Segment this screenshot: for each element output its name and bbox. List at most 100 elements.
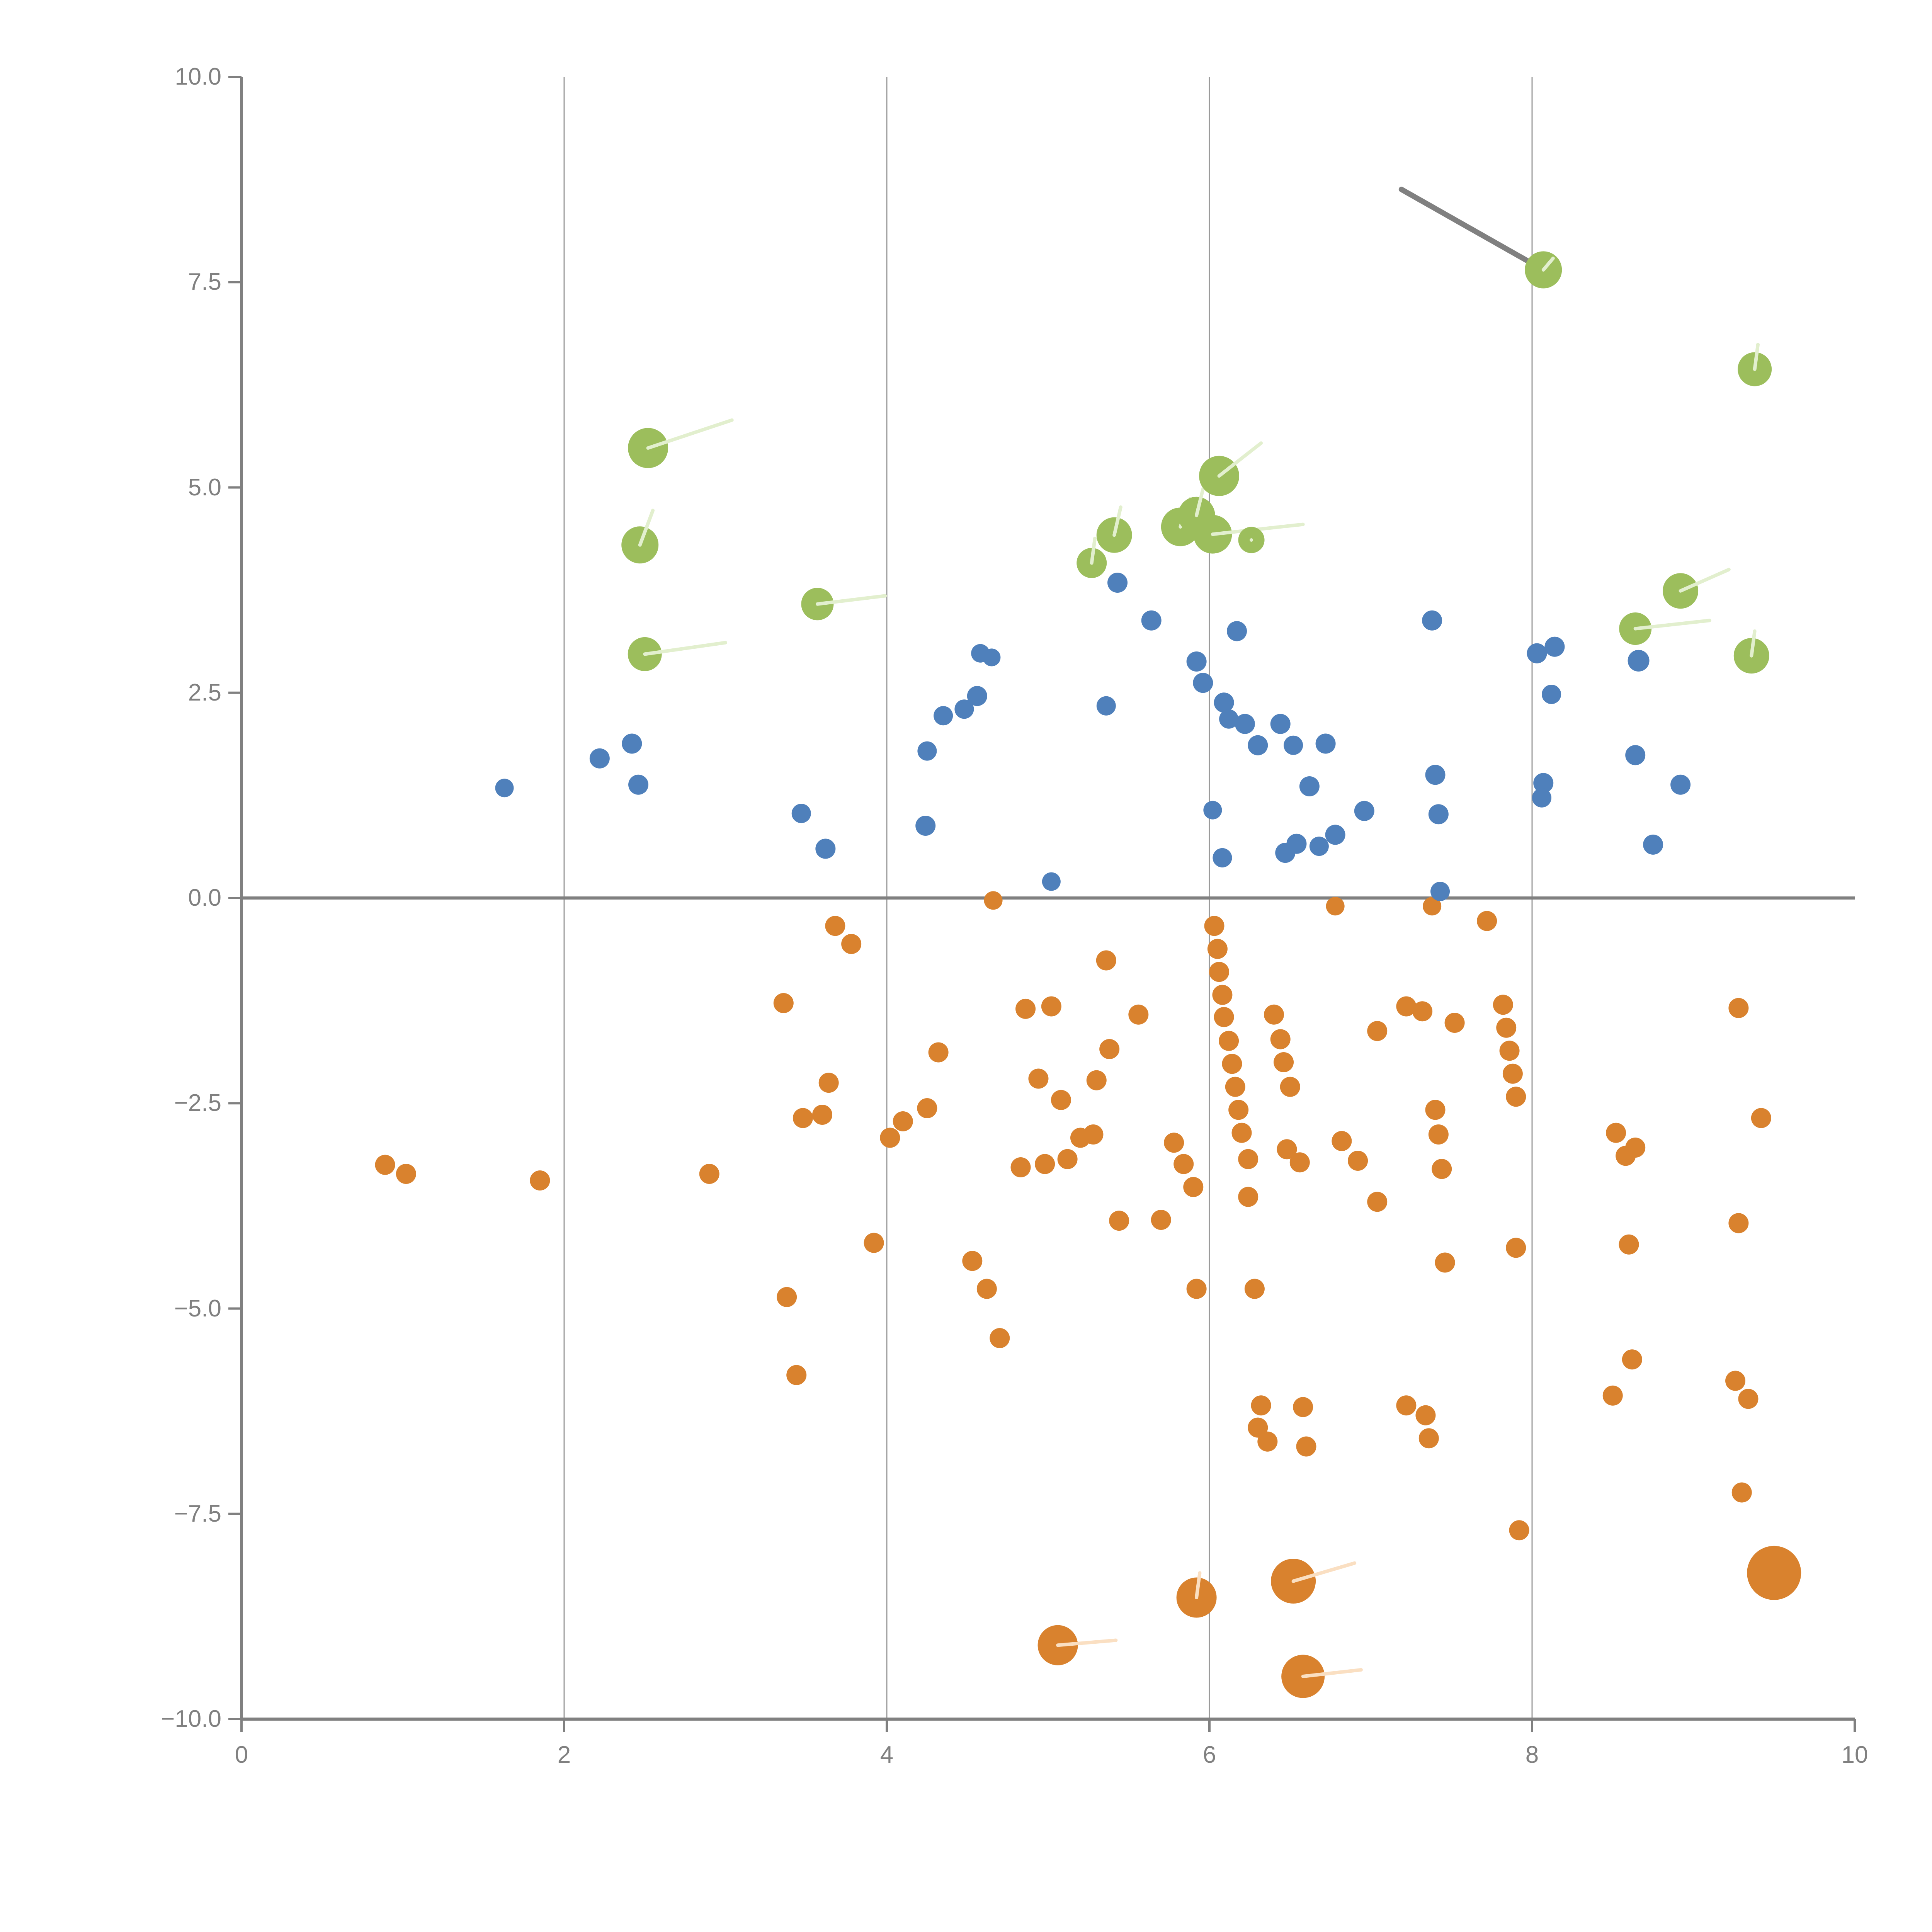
data-point-orange-10[interactable] xyxy=(825,916,845,936)
data-point-blue-6[interactable] xyxy=(915,816,936,836)
data-point-orange-85[interactable] xyxy=(1506,1087,1526,1107)
data-point-orange-30[interactable] xyxy=(1086,1070,1107,1090)
data-point-orange-97[interactable] xyxy=(1725,1371,1746,1391)
data-point-orange-21[interactable] xyxy=(1010,1157,1031,1177)
data-point-orange-4[interactable] xyxy=(773,993,794,1013)
data-point-orange-95[interactable] xyxy=(1751,1108,1771,1128)
data-point-orange-42[interactable] xyxy=(1209,962,1230,982)
data-point-blue-38[interactable] xyxy=(1430,882,1450,901)
data-point-blue-16[interactable] xyxy=(1141,610,1162,631)
data-point-orange-49[interactable] xyxy=(1231,1122,1252,1143)
data-point-blue-21[interactable] xyxy=(1214,692,1234,713)
data-point-blue-19[interactable] xyxy=(1203,801,1222,820)
data-point-orange-35[interactable] xyxy=(1151,1210,1171,1230)
data-point-orange-57[interactable] xyxy=(1270,1029,1291,1049)
data-point-blue-7[interactable] xyxy=(917,741,937,761)
data-point-blue-24[interactable] xyxy=(1235,714,1255,734)
data-point-orange-40[interactable] xyxy=(1204,916,1225,936)
data-point-orange-47[interactable] xyxy=(1225,1077,1245,1097)
data-point-blue-44[interactable] xyxy=(1625,745,1646,765)
data-point-blue-12[interactable] xyxy=(983,648,1001,667)
data-point-orange-78[interactable] xyxy=(1435,1252,1455,1273)
data-point-orange-44[interactable] xyxy=(1214,1007,1234,1027)
data-point-orange-37[interactable] xyxy=(1173,1154,1194,1174)
data-point-blue-29[interactable] xyxy=(1286,833,1307,854)
data-point-orange-59[interactable] xyxy=(1280,1077,1300,1097)
data-point-orange-63[interactable] xyxy=(1296,1436,1316,1457)
data-point-orange-18[interactable] xyxy=(976,1279,997,1299)
data-point-orange-38[interactable] xyxy=(1183,1177,1204,1197)
data-point-blue-15[interactable] xyxy=(1107,573,1128,593)
data-point-orange-45[interactable] xyxy=(1219,1031,1239,1051)
data-point-orange-67[interactable] xyxy=(1367,1021,1388,1041)
data-point-blue-3[interactable] xyxy=(628,774,649,795)
data-point-orange-17[interactable] xyxy=(962,1251,983,1271)
data-point-blue-41[interactable] xyxy=(1542,685,1561,704)
data-point-orange-61[interactable] xyxy=(1289,1152,1310,1173)
data-point-orange-7[interactable] xyxy=(793,1108,813,1128)
data-point-orange-6[interactable] xyxy=(786,1365,807,1385)
data-point-orange-87[interactable] xyxy=(1509,1520,1529,1541)
data-point-orange-81[interactable] xyxy=(1493,995,1513,1015)
data-point-orange-11[interactable] xyxy=(841,934,862,954)
data-point-blue-43[interactable] xyxy=(1532,788,1552,808)
data-point-orange-27[interactable] xyxy=(1057,1149,1078,1169)
data-point-blue-39[interactable] xyxy=(1527,643,1547,663)
data-point-orange-26[interactable] xyxy=(1051,1090,1071,1110)
data-point-orange-52[interactable] xyxy=(1244,1279,1265,1299)
data-point-orange-58[interactable] xyxy=(1274,1052,1294,1072)
data-point-orange-14[interactable] xyxy=(893,1111,913,1131)
data-point-blue-47[interactable] xyxy=(1670,774,1691,795)
data-point-orange-98[interactable] xyxy=(1738,1389,1759,1409)
data-point-orange-83[interactable] xyxy=(1499,1041,1520,1061)
data-point-orange-31[interactable] xyxy=(1096,950,1116,971)
data-point-orange-77[interactable] xyxy=(1432,1159,1452,1179)
data-point-blue-31[interactable] xyxy=(1309,837,1329,856)
data-point-orange-25[interactable] xyxy=(1041,996,1061,1017)
data-point-orange-19[interactable] xyxy=(984,891,1003,910)
data-point-orange-34[interactable] xyxy=(1128,1004,1149,1025)
data-point-orange-48[interactable] xyxy=(1228,1100,1249,1120)
data-point-orange-51[interactable] xyxy=(1238,1187,1259,1207)
data-point-blue-14[interactable] xyxy=(1096,696,1116,716)
data-point-blue-0[interactable] xyxy=(495,779,514,798)
data-point-orange-79[interactable] xyxy=(1444,1013,1465,1033)
data-point-blue-46[interactable] xyxy=(1643,834,1663,855)
data-point-orange-69[interactable] xyxy=(1396,996,1417,1017)
data-point-orange-9[interactable] xyxy=(818,1073,839,1093)
data-point-blue-5[interactable] xyxy=(815,838,836,859)
data-point-orange-68[interactable] xyxy=(1367,1192,1388,1212)
data-point-orange-86[interactable] xyxy=(1506,1238,1526,1258)
data-point-orange-54[interactable] xyxy=(1248,1417,1268,1438)
data-point-orange-16[interactable] xyxy=(928,1042,949,1063)
data-point-blue-10[interactable] xyxy=(967,686,987,706)
data-point-orange-73[interactable] xyxy=(1418,1428,1439,1449)
data-point-orange-36[interactable] xyxy=(1164,1133,1184,1153)
data-point-orange-53[interactable] xyxy=(1251,1395,1271,1416)
data-point-blue-45[interactable] xyxy=(1628,650,1650,672)
data-point-orange-62[interactable] xyxy=(1293,1397,1313,1417)
data-point-blue-30[interactable] xyxy=(1299,776,1320,796)
data-point-orange-5[interactable] xyxy=(777,1287,797,1307)
data-point-orange-64[interactable] xyxy=(1326,897,1345,916)
data-point-blue-13[interactable] xyxy=(1042,872,1061,891)
data-point-blue-40[interactable] xyxy=(1544,636,1565,657)
data-point-blue-36[interactable] xyxy=(1425,765,1446,785)
data-point-blue-4[interactable] xyxy=(791,804,811,823)
data-point-orange-43[interactable] xyxy=(1212,985,1233,1005)
series-green-points[interactable] xyxy=(621,251,1772,674)
data-point-orange-55[interactable] xyxy=(1257,1431,1278,1452)
data-point-orange-50[interactable] xyxy=(1238,1149,1259,1169)
data-point-orange-22[interactable] xyxy=(1015,998,1036,1019)
data-point-orange-8[interactable] xyxy=(812,1105,832,1125)
data-point-orange-3[interactable] xyxy=(699,1164,719,1184)
data-point-orange-32[interactable] xyxy=(1099,1039,1120,1059)
data-point-blue-23[interactable] xyxy=(1226,621,1247,641)
data-point-blue-25[interactable] xyxy=(1248,735,1268,755)
data-point-orange-93[interactable] xyxy=(1622,1349,1642,1370)
data-point-orange-92[interactable] xyxy=(1602,1385,1623,1406)
data-point-blue-42[interactable] xyxy=(1533,773,1554,793)
data-point-orange-80[interactable] xyxy=(1477,911,1497,931)
series-orange-points[interactable] xyxy=(375,891,1801,1698)
data-point-orange-46[interactable] xyxy=(1222,1054,1242,1074)
